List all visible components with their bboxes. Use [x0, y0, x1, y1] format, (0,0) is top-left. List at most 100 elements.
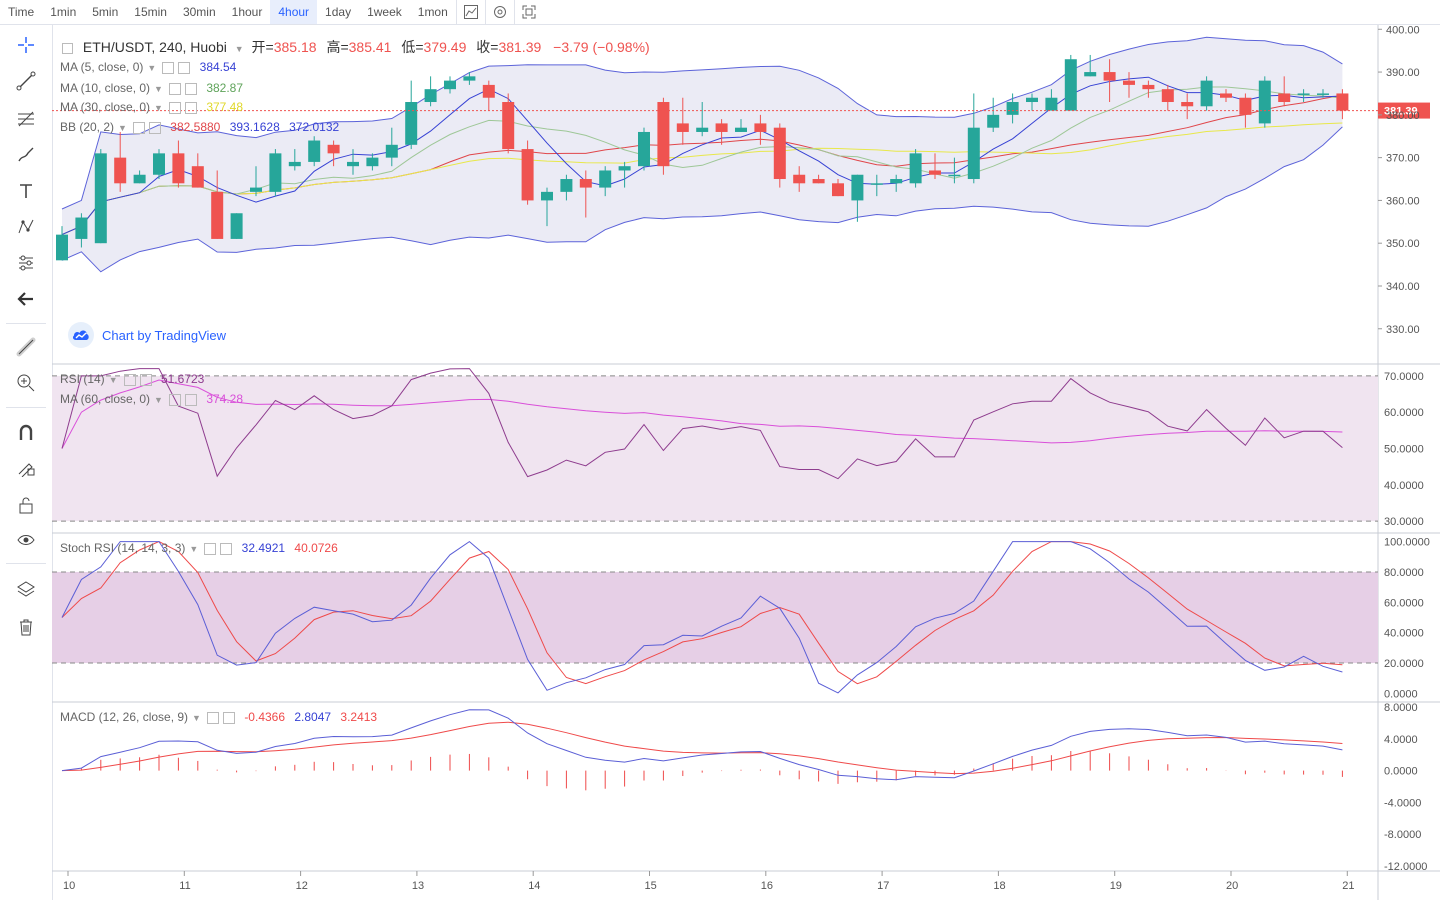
- trash-tool[interactable]: [10, 615, 42, 643]
- chevron-down-icon[interactable]: ▼: [189, 544, 199, 554]
- candle-body[interactable]: [657, 102, 670, 167]
- candle-body[interactable]: [482, 84, 495, 98]
- close-icon[interactable]: [184, 101, 197, 114]
- candle-body[interactable]: [424, 89, 437, 103]
- candle-body[interactable]: [638, 131, 650, 167]
- candle-body[interactable]: [851, 174, 864, 201]
- close-icon[interactable]: [184, 393, 197, 406]
- timeframe-4hour[interactable]: 4hour: [270, 0, 318, 24]
- chevron-down-icon[interactable]: ▼: [154, 103, 163, 113]
- timeframe-1mon[interactable]: 1mon: [417, 5, 448, 19]
- candle-body[interactable]: [754, 123, 767, 132]
- candle-body[interactable]: [793, 174, 806, 184]
- candle-body[interactable]: [288, 161, 301, 167]
- rsi-legend[interactable]: RSI (14) ▼ 51.6723: [60, 372, 204, 386]
- ruler-tool[interactable]: [10, 335, 42, 363]
- indicator-icon[interactable]: [455, 0, 485, 24]
- chevron-down-icon[interactable]: ▼: [234, 44, 244, 54]
- candle-body[interactable]: [114, 157, 127, 184]
- candle-body[interactable]: [521, 149, 534, 201]
- candle-body[interactable]: [1278, 93, 1291, 103]
- candle-body[interactable]: [1064, 59, 1077, 111]
- candle-body[interactable]: [191, 166, 204, 188]
- candle-body[interactable]: [327, 144, 340, 154]
- close-icon[interactable]: [184, 82, 197, 95]
- ma5-legend[interactable]: MA (5, close, 0) ▼ 384.54: [60, 60, 236, 74]
- brush-tool[interactable]: [10, 143, 42, 171]
- candle-body[interactable]: [967, 127, 980, 180]
- candle-body[interactable]: [269, 153, 282, 192]
- candle-body[interactable]: [1297, 93, 1310, 95]
- candle-body[interactable]: [308, 140, 321, 162]
- candle-body[interactable]: [502, 102, 515, 150]
- timeframe-1hour[interactable]: 1hour: [231, 5, 263, 19]
- candle-body[interactable]: [541, 191, 553, 201]
- ma30-legend[interactable]: MA (30, close, 0) ▼ 377.48: [60, 100, 243, 114]
- candle-body[interactable]: [1336, 93, 1349, 111]
- settings-icon[interactable]: [484, 0, 514, 24]
- candle-body[interactable]: [463, 76, 476, 81]
- candle-body[interactable]: [1220, 93, 1232, 98]
- ma10-legend[interactable]: MA (10, close, 0) ▼ 382.87: [60, 81, 243, 95]
- chevron-down-icon[interactable]: ▼: [154, 84, 163, 94]
- candle-body[interactable]: [1200, 80, 1213, 107]
- settings-icon[interactable]: [168, 101, 181, 114]
- candle-body[interactable]: [1258, 80, 1271, 124]
- tradingview-badge[interactable]: Chart by TradingView: [68, 320, 226, 350]
- settings-icon[interactable]: [206, 711, 219, 724]
- close-icon[interactable]: [222, 711, 235, 724]
- collapse-icon[interactable]: [62, 42, 73, 54]
- candle-body[interactable]: [735, 127, 747, 132]
- chart-area[interactable]: 381.39 400.00 390.00 380.00 370.00 360.00 350.…: [52, 24, 1440, 900]
- candle-body[interactable]: [1181, 102, 1194, 107]
- candle-body[interactable]: [696, 127, 709, 132]
- chevron-down-icon[interactable]: ▼: [192, 713, 201, 723]
- candle-body[interactable]: [870, 183, 883, 185]
- candle-body[interactable]: [347, 161, 359, 167]
- candle-body[interactable]: [909, 153, 922, 184]
- settings-icon[interactable]: [162, 61, 175, 74]
- candle-body[interactable]: [812, 179, 825, 184]
- candle-body[interactable]: [890, 179, 903, 184]
- chart-canvas[interactable]: 381.39 400.00 390.00 380.00 370.00 360.00 350.…: [52, 24, 1440, 900]
- settings-icon[interactable]: [132, 121, 145, 134]
- text-tool[interactable]: [10, 179, 42, 207]
- chevron-down-icon[interactable]: ▼: [108, 375, 118, 385]
- chevron-down-icon[interactable]: ▼: [147, 63, 157, 73]
- candle-body[interactable]: [211, 191, 224, 239]
- pattern-tool[interactable]: [10, 215, 42, 243]
- candle-body[interactable]: [676, 123, 689, 132]
- candle-body[interactable]: [599, 170, 612, 188]
- candle-body[interactable]: [715, 123, 728, 132]
- settings-icon[interactable]: [204, 542, 217, 555]
- zoom-in-tool[interactable]: [10, 371, 42, 399]
- candle-body[interactable]: [1161, 89, 1174, 103]
- timeframe-1day[interactable]: 1day: [325, 5, 352, 19]
- timeframe-1min[interactable]: 1min: [50, 5, 77, 19]
- candle-body[interactable]: [444, 80, 456, 90]
- eye-tool[interactable]: [10, 528, 42, 556]
- prediction-tool[interactable]: [10, 251, 42, 279]
- candle-body[interactable]: [230, 213, 243, 239]
- candle-body[interactable]: [1006, 102, 1019, 115]
- magnet-tool[interactable]: [10, 421, 42, 449]
- candle-body[interactable]: [1084, 72, 1097, 77]
- close-icon[interactable]: [178, 61, 191, 74]
- candle-body[interactable]: [1142, 84, 1155, 90]
- candle-body[interactable]: [250, 187, 262, 192]
- chevron-down-icon[interactable]: ▼: [118, 123, 127, 133]
- candle-body[interactable]: [1026, 97, 1038, 103]
- candle-body[interactable]: [1123, 80, 1135, 85]
- candle-body[interactable]: [172, 153, 185, 184]
- candle-body[interactable]: [385, 144, 398, 158]
- layers-tool[interactable]: [10, 577, 42, 605]
- candle-body[interactable]: [773, 127, 786, 180]
- crosshair-tool[interactable]: [10, 33, 42, 61]
- close-icon[interactable]: [139, 373, 152, 386]
- candle-body[interactable]: [405, 102, 418, 145]
- back-arrow-tool[interactable]: [10, 287, 42, 315]
- timeframe-1week[interactable]: 1week: [367, 5, 402, 19]
- settings-icon[interactable]: [168, 82, 181, 95]
- candle-body[interactable]: [579, 179, 592, 188]
- lock-draw-tool[interactable]: [10, 455, 42, 483]
